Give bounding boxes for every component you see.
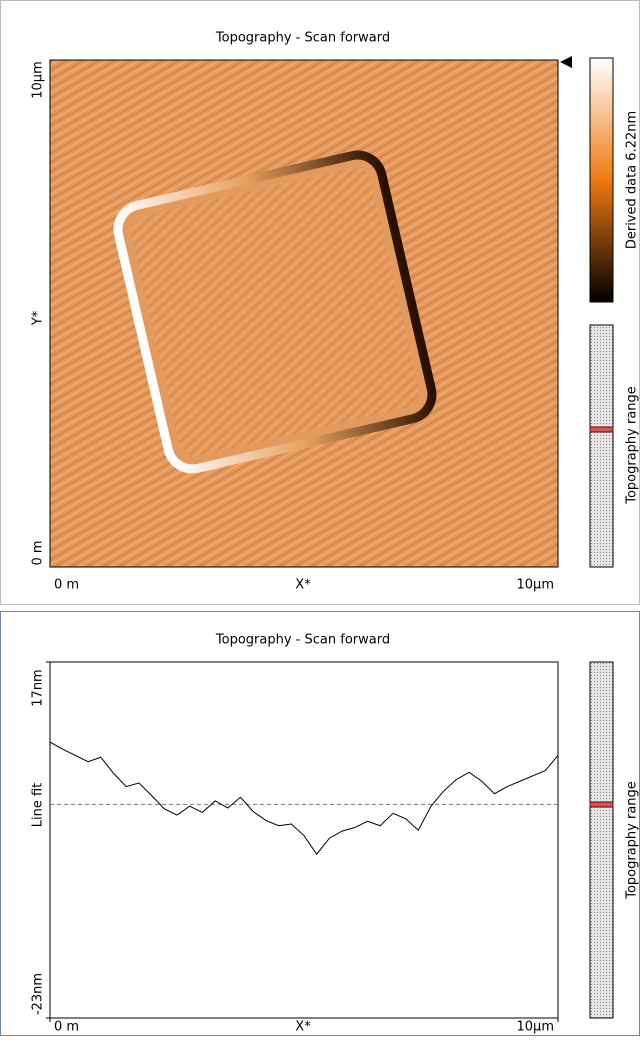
panel-title: Topography - Scan forward [215,31,390,46]
y-tick-label: 17nm [31,669,46,706]
x-axis-left: 0 m [54,578,79,593]
x-axis-right: 10µm [517,578,554,593]
range-marker[interactable] [590,427,613,432]
x-tick-label: 0 m [54,1020,79,1035]
app-window: Topography - Scan forward 10µm Y* 0 m 0 … [0,0,640,1036]
y-axis-bottom: 0 m [31,540,46,565]
colorbar-label: Derived data 6.22nm [625,111,640,249]
range-marker[interactable] [590,802,613,807]
range-bar[interactable] [590,662,613,1018]
range-label: Topography range [625,781,640,900]
x-axis-label: X* [295,1020,311,1035]
plot-area [50,662,558,1018]
y-tick-label: -23nm [31,973,46,1015]
afm-feature [113,150,437,474]
x-tick-label: 10µm [517,1020,554,1035]
x-axis-label: X* [295,578,311,593]
y-axis-top: 10µm [31,61,46,98]
range-bar[interactable] [590,325,613,567]
panel-title: Topography - Scan forward [215,633,390,648]
colorbar [590,58,613,302]
range-label: Topography range [625,386,640,505]
y-axis-label: Y* [31,310,46,326]
y-axis-label: Line fit [31,783,46,828]
page: {"image_panel": {"title": "Topography - … [0,0,640,1036]
